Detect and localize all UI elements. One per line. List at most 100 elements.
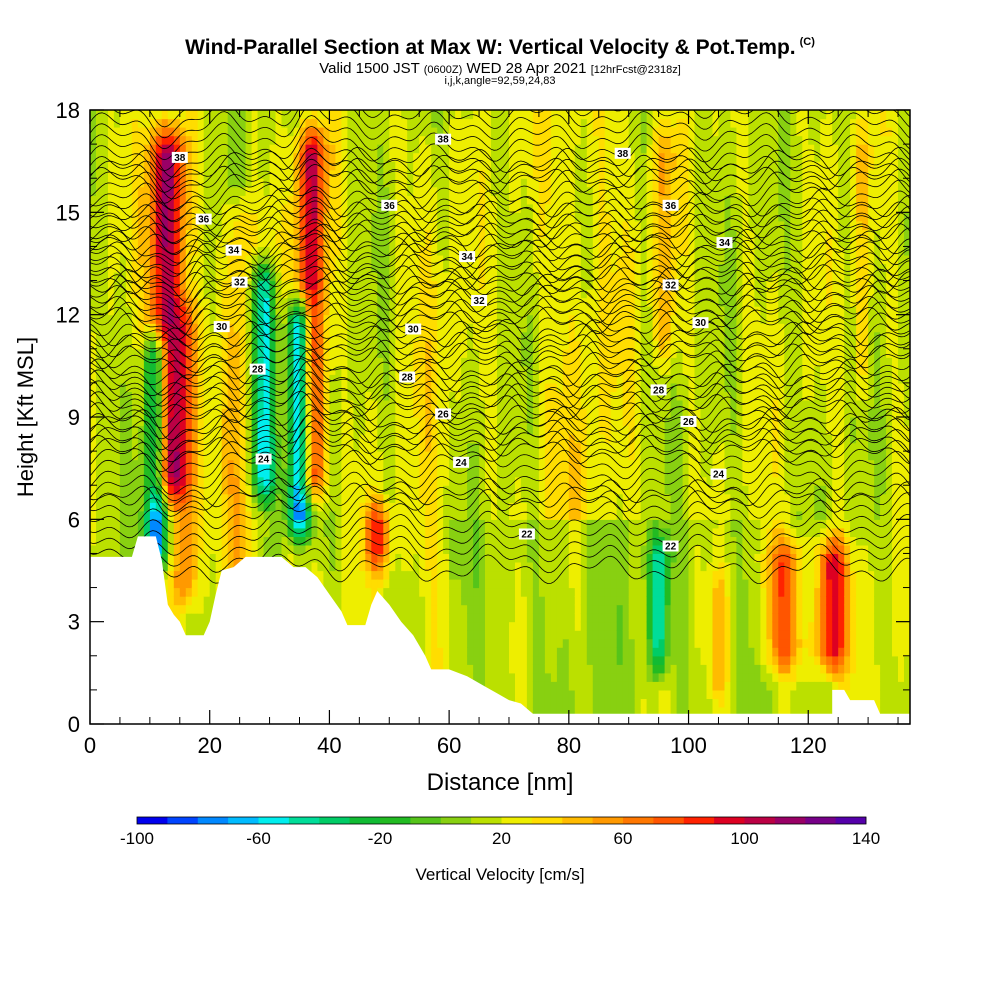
velocity-cell [383,579,390,589]
velocity-cell [245,536,253,546]
velocity-cell [293,357,301,367]
velocity-cell [90,263,97,273]
velocity-cell [113,476,121,486]
velocity-cell [215,553,223,563]
velocity-cell [203,110,211,120]
velocity-cell [251,118,259,128]
velocity-cell [329,425,336,435]
velocity-cell [383,280,390,290]
velocity-cell [125,502,133,512]
velocity-cell [203,391,211,401]
velocity-cell [191,331,199,341]
velocity-cell [108,425,115,435]
velocity-cell [149,280,157,290]
velocity-cell [383,485,390,495]
velocity-cell [197,442,205,452]
velocity-cell [239,391,247,401]
velocity-cell [389,144,396,154]
velocity-cell [419,442,426,452]
velocity-cell [179,110,187,120]
velocity-cell [293,391,301,401]
velocity-cell [191,297,199,307]
velocity-cell [401,110,408,120]
velocity-cell [179,246,187,256]
velocity-cell [287,178,295,188]
velocity-cell [347,519,354,529]
velocity-cell [233,127,241,137]
velocity-cell [263,280,271,290]
velocity-cell [485,664,492,674]
velocity-cell [497,280,504,290]
velocity-cell [317,417,324,427]
velocity-cell [203,237,211,247]
velocity-cell [353,553,360,563]
velocity-cell [323,527,330,537]
velocity-cell [179,596,187,606]
velocity-cell [269,229,277,239]
velocity-cell [467,655,474,665]
velocity-cell [102,280,109,290]
velocity-cell [293,135,301,145]
velocity-cell [90,314,97,324]
velocity-cell [431,613,438,623]
velocity-cell [407,442,414,452]
velocity-cell [491,110,498,120]
velocity-cell [167,169,175,179]
velocity-cell [413,417,420,427]
velocity-cell [329,178,336,188]
velocity-cell [143,220,151,230]
velocity-cell [245,118,253,128]
velocity-cell [443,323,450,333]
velocity-cell [281,263,289,273]
velocity-cell [293,382,301,392]
velocity-cell [425,314,432,324]
velocity-cell [251,178,259,188]
velocity-cell [209,510,217,520]
velocity-cell [401,169,408,179]
velocity-cell [263,399,271,409]
velocity-cell [173,144,181,154]
velocity-cell [485,579,492,589]
velocity-cell [323,374,330,384]
velocity-cell [113,280,121,290]
velocity-cell [191,365,199,375]
velocity-cell [455,382,462,392]
velocity-cell [185,229,193,239]
velocity-cell [491,425,498,435]
velocity-cell [102,391,109,401]
velocity-cell [215,178,223,188]
velocity-cell [401,451,408,461]
velocity-cell [377,144,384,154]
velocity-cell [113,195,121,205]
velocity-cell [191,468,199,478]
velocity-cell [467,306,474,316]
velocity-cell [419,579,426,589]
velocity-cell [215,519,223,529]
velocity-cell [305,195,313,205]
velocity-cell [263,348,271,358]
velocity-cell [191,451,199,461]
velocity-cell [389,212,396,222]
velocity-cell [461,135,468,145]
velocity-cell [455,391,462,401]
velocity-cell [185,135,193,145]
velocity-cell [395,544,402,554]
velocity-cell [293,314,301,324]
velocity-cell [341,306,348,316]
velocity-cell [221,391,229,401]
velocity-cell [161,331,169,341]
velocity-cell [491,255,498,265]
velocity-cell [119,135,127,145]
velocity-cell [263,323,271,333]
velocity-cell [143,468,151,478]
velocity-cell [491,340,498,350]
velocity-cell [413,468,420,478]
velocity-cell [263,152,271,162]
velocity-cell [275,451,283,461]
velocity-cell [102,527,109,537]
velocity-cell [413,195,420,205]
velocity-cell [173,485,181,495]
velocity-cell [485,237,492,247]
velocity-cell [102,493,109,503]
velocity-cell [467,263,474,273]
